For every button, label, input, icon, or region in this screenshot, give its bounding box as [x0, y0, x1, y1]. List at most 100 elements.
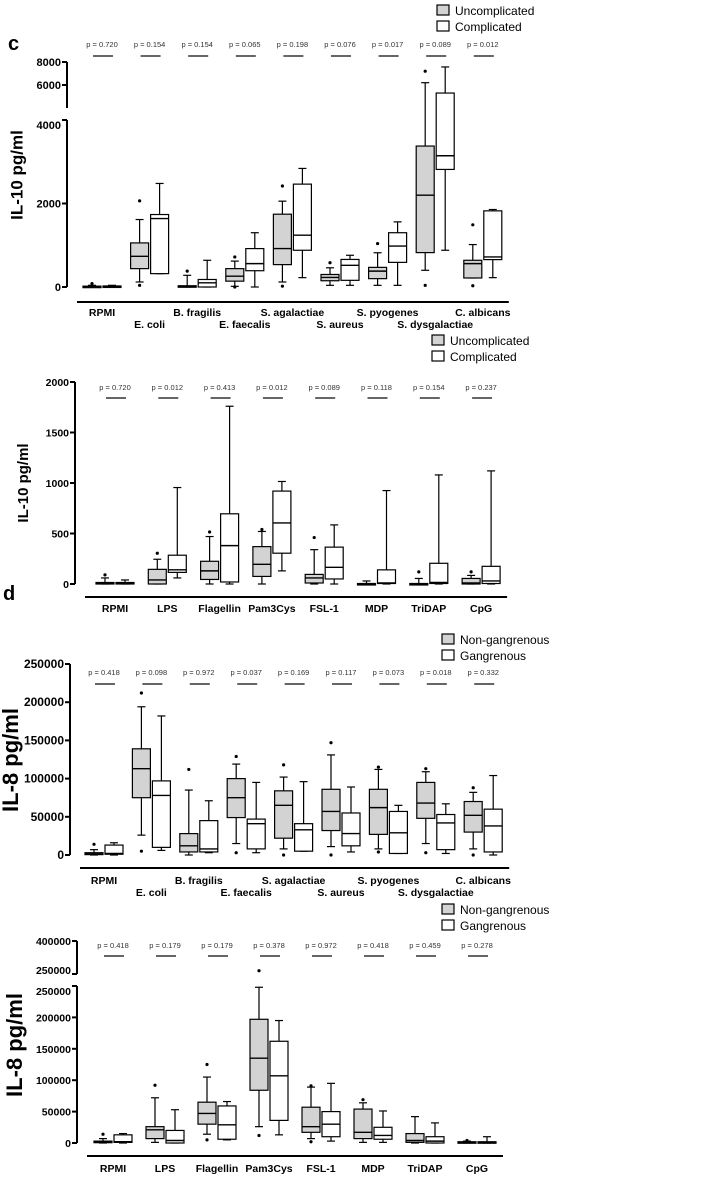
p-value-label: p = 0.972 [305, 941, 337, 950]
box-group1 [249, 969, 269, 1138]
category-label: Pam3Cys [248, 603, 295, 615]
box-group1 [461, 570, 481, 585]
box-group1 [320, 261, 340, 286]
outlier-point [257, 969, 261, 973]
category-label: E. coli [134, 319, 165, 331]
p-value-label: p = 0.459 [409, 941, 441, 950]
panel-3: 0 50000 100000 150000 200000 250000 IL-8 pg/ml… [0, 633, 549, 899]
p-value-label: p = 0.117 [326, 668, 357, 677]
box [463, 259, 483, 279]
p-value-label: p = 0.037 [230, 668, 262, 677]
p-value-label: p = 0.089 [419, 40, 451, 49]
p-value-label: p = 0.198 [277, 40, 309, 49]
y-tick-label: 6000 [37, 80, 61, 92]
box-group2 [151, 715, 171, 852]
box [145, 1126, 165, 1140]
category-label: S. dysgalactiae [397, 319, 473, 331]
box-group1 [177, 269, 197, 288]
box-group1 [463, 223, 483, 288]
category-label: LPS [157, 603, 177, 615]
box-group2 [425, 1122, 445, 1144]
p-value-label: p = 0.378 [253, 941, 285, 950]
box [321, 788, 341, 832]
box [199, 820, 219, 853]
box-group1 [147, 551, 167, 585]
category-label: C. albicans [455, 307, 511, 319]
box [274, 790, 294, 839]
p-value-label: p = 0.418 [88, 668, 120, 677]
outlier-point [465, 1138, 469, 1143]
box-group1 [197, 1062, 217, 1142]
box-group2 [376, 489, 397, 585]
box-group2 [340, 254, 360, 286]
outlier-point [155, 551, 159, 555]
outlier-point [187, 767, 191, 772]
box-group1 [463, 786, 483, 857]
p-value-label: p = 0.089 [308, 383, 340, 392]
outlier-point [282, 853, 286, 857]
outlier-point [329, 741, 333, 745]
legend-swatch [441, 633, 455, 645]
category-label: B. fragilis [173, 307, 221, 319]
category-label: S. aureus [317, 887, 364, 899]
p-value-label: p = 0.118 [361, 383, 392, 392]
box-group1 [93, 1132, 113, 1144]
outlier-point [471, 284, 475, 288]
box-group2 [436, 803, 456, 855]
legend-label: Uncomplicated [455, 4, 534, 18]
outlier-point [92, 842, 96, 846]
y-tick-label: 400000 [36, 936, 71, 948]
legend-swatch [441, 903, 455, 915]
box-group1 [415, 69, 435, 287]
box [405, 1132, 425, 1143]
box [483, 210, 503, 261]
box-group2 [197, 259, 217, 288]
box-group2 [373, 1110, 393, 1143]
category-label: MDP [365, 603, 388, 615]
box-group1 [179, 767, 199, 856]
y-tick-label: 0 [55, 282, 61, 294]
outlier-point [328, 261, 332, 265]
p-value-label: p = 0.012 [467, 40, 499, 49]
p-value-label: p = 0.154 [134, 40, 166, 49]
box-group2 [269, 1019, 289, 1136]
box-group1 [226, 754, 246, 855]
box-group1 [368, 765, 388, 854]
category-label: TriDAP [411, 603, 446, 615]
p-value-label: p = 0.154 [413, 383, 445, 392]
box-group1 [145, 1083, 165, 1143]
legend-swatch [431, 350, 445, 362]
y-tick-label: 200000 [36, 1012, 71, 1024]
outlier-point [257, 1133, 261, 1138]
outlier-point [424, 851, 428, 855]
box-group2 [483, 774, 503, 856]
legend-swatch [441, 919, 455, 931]
box [461, 577, 481, 585]
box [368, 788, 388, 835]
box [252, 546, 272, 578]
y-tick-label: 8000 [37, 57, 61, 69]
box-group1 [252, 527, 272, 585]
category-label: S. pyogenes [357, 307, 419, 319]
y-tick-label: 2000 [46, 377, 70, 389]
outlier-point [424, 767, 428, 771]
category-label: RPMI [91, 875, 117, 887]
category-label: S. agalactiae [262, 875, 326, 887]
category-label: TriDAP [407, 1163, 442, 1175]
outlier-point [376, 850, 380, 854]
category-label: E. faecalis [219, 319, 271, 331]
y-tick-label: 50000 [42, 1107, 71, 1119]
category-label: S. agalactiae [261, 307, 325, 319]
legend-label: Complicated [455, 20, 522, 34]
box-group1 [409, 570, 429, 586]
box-group1 [131, 691, 151, 853]
outlier-point [138, 283, 142, 287]
legend-swatch [431, 334, 445, 346]
box [301, 1106, 321, 1133]
p-value-label: p = 0.179 [149, 941, 181, 950]
y-tick-label: 200000 [24, 695, 64, 709]
legend-swatch [436, 4, 450, 16]
box [436, 813, 456, 851]
y-tick-label: 0 [65, 1138, 71, 1150]
